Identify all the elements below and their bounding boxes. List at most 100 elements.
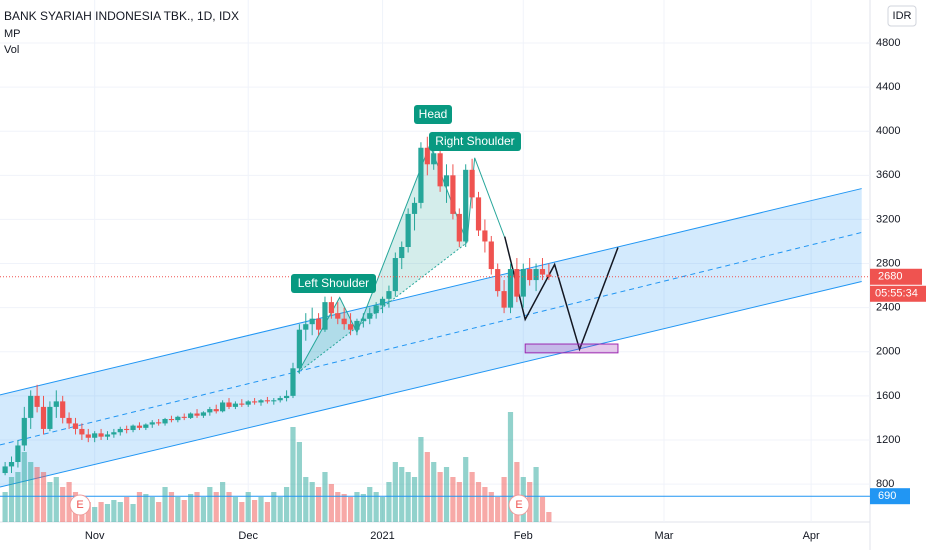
candle-body [463, 169, 469, 242]
y-tick-label: 4000 [876, 125, 900, 137]
volume-bar [283, 487, 290, 522]
candle-body [482, 230, 488, 242]
candle-body [168, 419, 175, 421]
y-tick-label: 1600 [876, 390, 900, 402]
candle-body [130, 425, 136, 431]
candle-body [328, 302, 334, 314]
candle-body [28, 395, 34, 418]
volume-bar [124, 497, 130, 522]
candle-body [239, 403, 245, 405]
volume-bar [527, 482, 533, 522]
y-tick-label: 2000 [876, 346, 900, 358]
volume-bar [15, 472, 21, 522]
candle-body [181, 416, 187, 418]
countdown: 05:55:34 [875, 288, 918, 300]
volume-bar [309, 482, 315, 522]
candle-body [85, 434, 91, 438]
volume-bar [354, 492, 360, 522]
currency[interactable]: IDR [893, 10, 912, 22]
candle-body [392, 258, 398, 292]
x-tick-label: Apr [803, 530, 820, 542]
volume-bar [40, 472, 47, 522]
x-tick-label: Nov [85, 530, 105, 542]
target-box [524, 343, 619, 354]
candle-body [245, 401, 251, 405]
candle-body [277, 398, 283, 401]
volume-bar [386, 482, 392, 522]
chart-title: BANK SYARIAH INDONESIA TBK., 1D, IDX [4, 9, 239, 23]
volume-bar [181, 500, 187, 522]
annotation-box [429, 132, 521, 151]
candle-body [47, 406, 53, 429]
candle-body [514, 269, 520, 297]
volume-bar [207, 487, 213, 522]
event-label: E [515, 499, 522, 511]
candle-body [520, 269, 526, 297]
candle-body [443, 175, 450, 187]
candle-body [296, 329, 302, 369]
countdown-tag [870, 285, 926, 302]
x-tick-label: Feb [514, 530, 533, 542]
channel-fill [0, 188, 862, 488]
candle-body [546, 274, 552, 277]
volume-bar [200, 497, 207, 522]
x-tick-label: Mar [655, 530, 674, 542]
candle-body [111, 432, 117, 435]
candle-body [143, 424, 149, 428]
neckline [297, 242, 468, 373]
candle-body [72, 423, 79, 429]
volume-bar [533, 467, 539, 522]
currency-box[interactable] [887, 5, 917, 27]
candle-body [149, 422, 155, 425]
candle-body [501, 291, 507, 308]
annotation-box [291, 274, 376, 293]
candle-body [539, 269, 546, 275]
annotation-box [414, 105, 452, 124]
candle-body [258, 400, 264, 403]
volume-bar [194, 492, 200, 522]
volume-bar [232, 497, 239, 522]
volume-bar [53, 477, 59, 522]
candle-body [98, 433, 104, 437]
annotation: Right Shoulder [435, 134, 514, 148]
volume-bar [347, 497, 354, 522]
y-tick-label: 3600 [876, 169, 900, 181]
volume-bar [60, 487, 66, 522]
y-tick-label: 1200 [876, 434, 900, 446]
volume-bar [411, 477, 418, 522]
volume-bar [488, 492, 494, 522]
volume-bar [220, 482, 226, 522]
volume-bar [405, 472, 411, 522]
volume-bar [322, 472, 328, 522]
candle-body [124, 428, 130, 431]
volume-bar [328, 484, 334, 522]
volume-bar [392, 462, 398, 522]
volume-bar [456, 482, 462, 522]
volume-bar [482, 487, 488, 522]
x-tick-label: Dec [238, 530, 258, 542]
candle-body [424, 147, 430, 165]
volume-bar [117, 502, 123, 522]
candle-body [213, 409, 219, 412]
volume-bar [367, 487, 373, 522]
volume-bar [21, 452, 27, 522]
volume-bar [495, 497, 501, 522]
candle-body [34, 395, 40, 407]
volume-bar [539, 497, 546, 522]
candle-body [341, 318, 347, 325]
volume-bar [168, 492, 175, 522]
candle-body [162, 419, 168, 424]
volume-bar [399, 467, 405, 522]
candle-body [117, 428, 123, 433]
candle-body [347, 324, 354, 330]
volume-bar [28, 462, 34, 522]
candle-body [66, 417, 72, 424]
volume-bar [156, 502, 162, 522]
indicator-label: Vol [4, 44, 19, 56]
volume-bar [360, 494, 366, 522]
candle-body [40, 406, 47, 429]
volume-bar [8, 477, 15, 522]
volume-bar [239, 502, 245, 522]
candle-body [136, 425, 143, 428]
volume-bar [546, 512, 552, 522]
